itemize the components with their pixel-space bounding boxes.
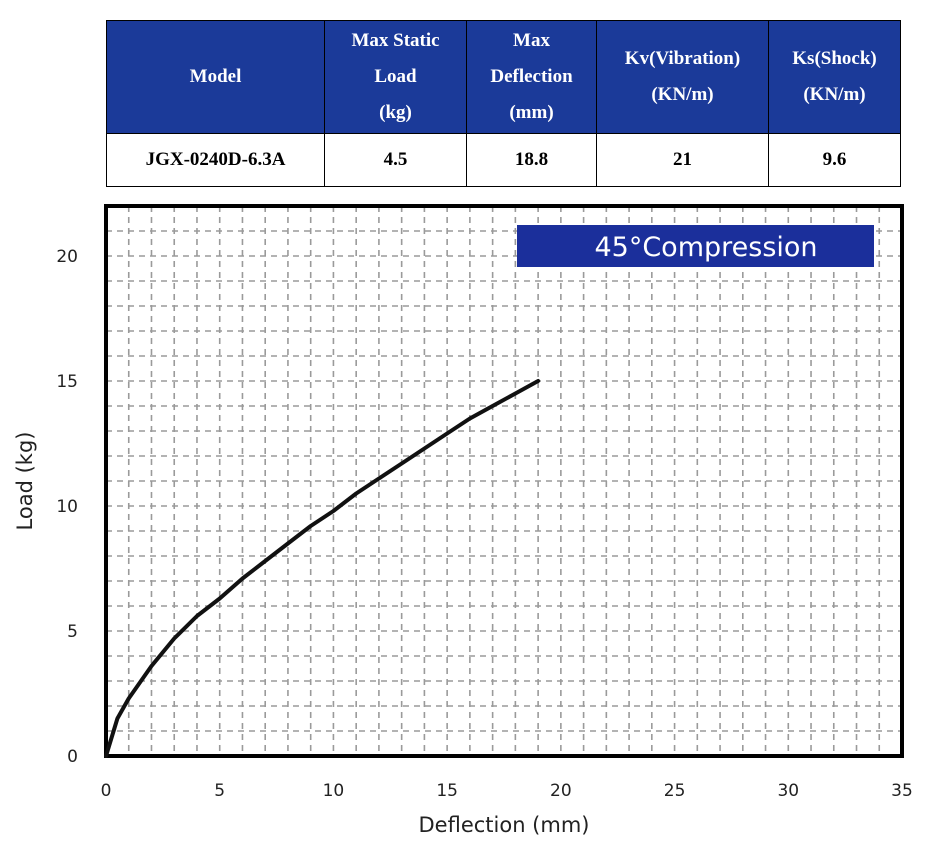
cell-max-static-load: 4.5 bbox=[324, 133, 467, 187]
x-tick-label: 25 bbox=[664, 781, 686, 801]
x-axis-ticks: 0 5 10 15 20 25 30 35 bbox=[101, 781, 913, 801]
header-max-deflection: Max Deflection (mm) bbox=[466, 20, 597, 134]
y-tick-label: 10 bbox=[56, 497, 78, 517]
legend-box: 45°Compression bbox=[517, 225, 874, 267]
grid-lines bbox=[106, 206, 902, 756]
series-line-0 bbox=[104, 379, 541, 758]
spec-table: Model Max Static Load (kg) Max Deflectio… bbox=[106, 20, 901, 187]
header-kv-vibration: Kv(Vibration) (KN/m) bbox=[596, 20, 769, 134]
chart-title: 45°Compression bbox=[594, 232, 817, 263]
cell-max-deflection: 18.8 bbox=[466, 133, 597, 187]
x-tick-label: 15 bbox=[436, 781, 458, 801]
y-tick-label: 20 bbox=[56, 247, 78, 267]
plot-frame bbox=[104, 204, 904, 758]
x-tick-label: 35 bbox=[891, 781, 913, 801]
y-tick-label: 5 bbox=[67, 622, 78, 642]
header-ks-shock: Ks(Shock) (KN/m) bbox=[768, 20, 901, 134]
load-deflection-chart: 0 5 10 15 20 0 5 10 15 20 25 30 35 45°Compression D… bbox=[13, 204, 913, 837]
y-axis-ticks: 0 5 10 15 20 bbox=[56, 247, 78, 767]
y-tick-label: 0 bbox=[67, 747, 78, 767]
x-tick-label: 30 bbox=[777, 781, 799, 801]
table-header-row: Model Max Static Load (kg) Max Deflectio… bbox=[106, 20, 901, 134]
header-model: Model bbox=[106, 20, 325, 134]
legend-background bbox=[517, 225, 874, 267]
cell-kv-vibration: 21 bbox=[596, 133, 769, 187]
cell-model: JGX-0240D-6.3A bbox=[106, 133, 325, 187]
x-tick-label: 20 bbox=[550, 781, 572, 801]
y-tick-label: 15 bbox=[56, 372, 78, 392]
header-max-static-load: Max Static Load (kg) bbox=[324, 20, 467, 134]
x-tick-label: 5 bbox=[214, 781, 225, 801]
cell-ks-shock: 9.6 bbox=[768, 133, 901, 187]
x-tick-label: 0 bbox=[101, 781, 112, 801]
table-row: JGX-0240D-6.3A 4.5 18.8 21 9.6 bbox=[106, 133, 901, 187]
series-group bbox=[104, 379, 541, 758]
x-tick-label: 10 bbox=[323, 781, 345, 801]
x-axis-label: Deflection (mm) bbox=[419, 813, 590, 837]
y-axis-label: Load (kg) bbox=[13, 432, 37, 531]
